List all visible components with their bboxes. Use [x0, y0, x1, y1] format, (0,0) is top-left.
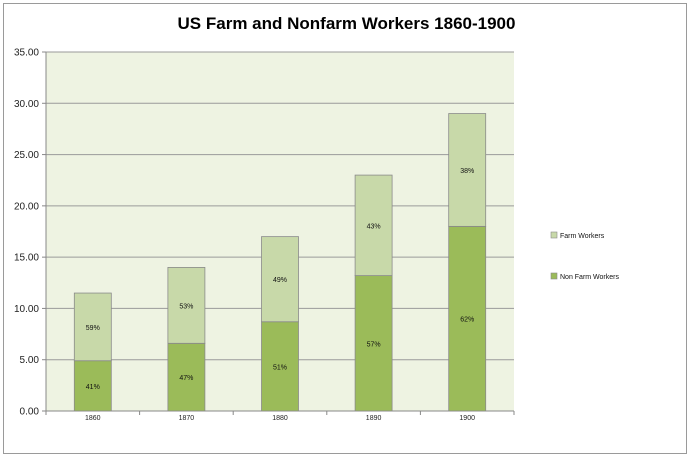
data-label: 47% [179, 375, 193, 382]
y-tick-label: 35.00 [14, 48, 39, 59]
bar-nonfarm-1890 [354, 275, 393, 412]
data-label: 41% [86, 384, 100, 391]
y-tick-label: 15.00 [14, 253, 39, 264]
bar-farm-1890 [354, 174, 393, 277]
y-tick-label: 0.00 [20, 407, 40, 418]
chart-title: US Farm and Nonfarm Workers 1860-1900 [177, 14, 516, 33]
y-tick-label: 10.00 [14, 304, 39, 315]
bar-nonfarm-1880 [261, 321, 299, 412]
y-tick-label: 30.00 [14, 99, 39, 110]
bar-farm-1860 [73, 292, 112, 362]
y-tick-label: 25.00 [14, 150, 39, 161]
legend-swatch [550, 272, 558, 280]
legend-swatch [550, 231, 558, 239]
bar-farm-1880 [261, 236, 299, 323]
x-tick-label: 1860 [85, 415, 101, 422]
legend-label: Non Farm Workers [560, 274, 619, 281]
data-label: 43% [367, 223, 381, 230]
legend-label: Farm Workers [560, 233, 605, 240]
x-tick-label: 1880 [272, 415, 288, 422]
x-tick-label: 1900 [459, 415, 475, 422]
x-tick-label: 1870 [179, 415, 195, 422]
data-label: 38% [460, 168, 474, 175]
bar-nonfarm-1900 [448, 225, 487, 412]
bar-farm-1900 [448, 113, 487, 227]
bar-nonfarm-1870 [167, 342, 206, 412]
data-label: 51% [273, 364, 287, 371]
data-label: 53% [179, 303, 193, 310]
data-label: 49% [273, 277, 287, 284]
bar-nonfarm-1860 [73, 360, 112, 412]
bar-farm-1870 [167, 266, 206, 344]
y-tick-label: 20.00 [14, 201, 39, 212]
data-label: 59% [86, 325, 100, 332]
data-label: 57% [367, 341, 381, 348]
y-tick-label: 5.00 [20, 355, 40, 366]
data-label: 62% [460, 317, 474, 324]
x-tick-label: 1890 [366, 415, 382, 422]
